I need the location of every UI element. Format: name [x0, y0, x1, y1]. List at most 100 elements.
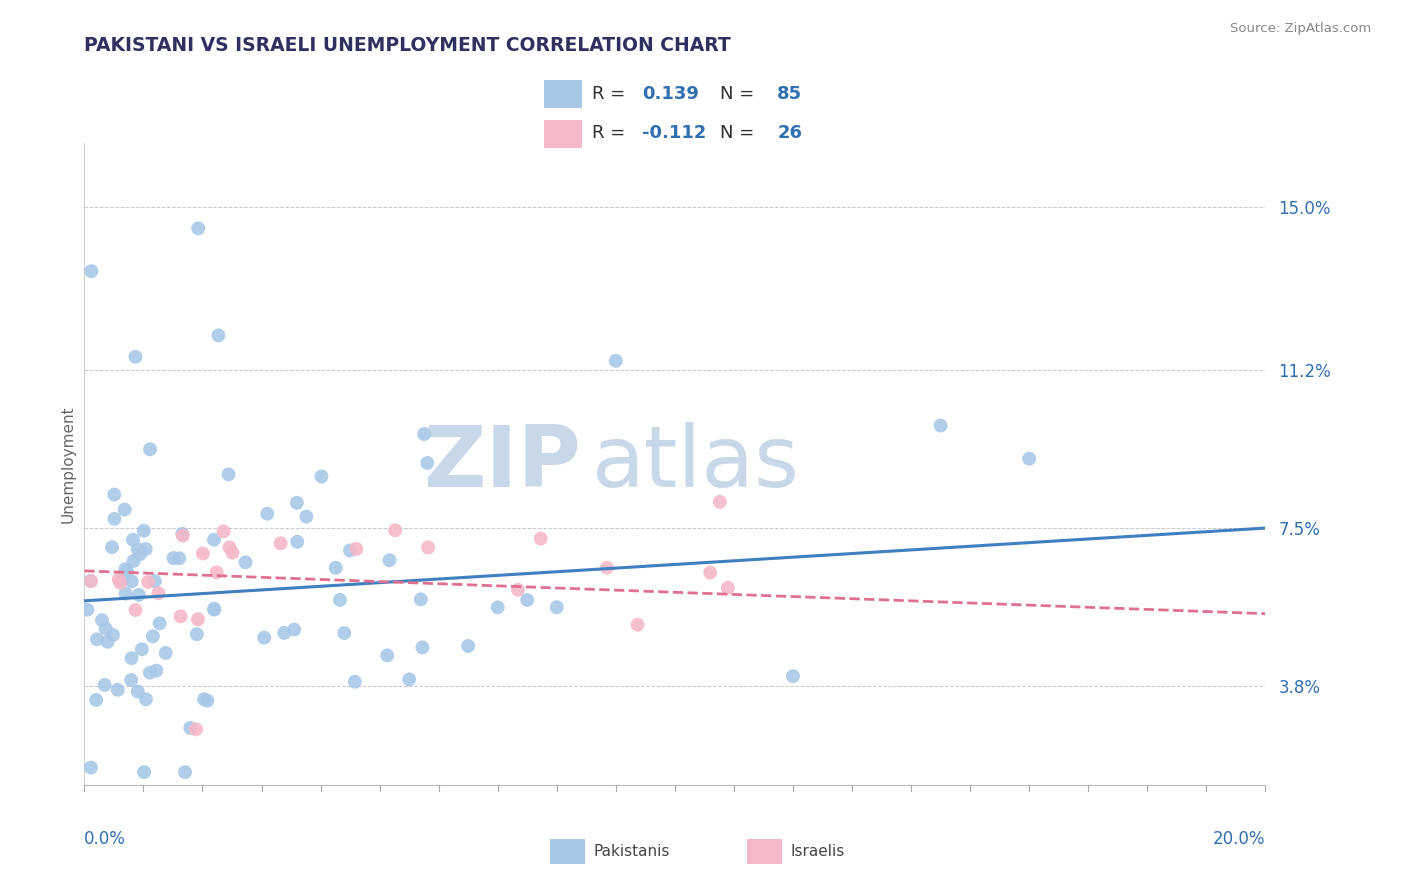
Point — [122, 554, 145, 568]
Text: 20.0%: 20.0% — [1213, 830, 1265, 848]
Text: R =: R = — [592, 124, 631, 142]
Point — [626, 617, 648, 632]
Point — [155, 646, 177, 660]
Point — [91, 613, 114, 627]
Point — [398, 673, 420, 687]
Point — [134, 765, 156, 780]
Point — [187, 221, 209, 235]
Point — [76, 603, 98, 617]
Point — [202, 601, 225, 615]
Point — [107, 682, 129, 697]
Point — [162, 551, 184, 566]
Point — [143, 574, 166, 589]
Text: 26: 26 — [778, 124, 803, 142]
Point — [516, 593, 538, 607]
Point — [486, 600, 509, 615]
Point — [142, 629, 165, 643]
Point — [148, 586, 170, 600]
Point — [530, 532, 553, 546]
Text: PAKISTANI VS ISRAELI UNEMPLOYMENT CORRELATION CHART: PAKISTANI VS ISRAELI UNEMPLOYMENT CORREL… — [84, 36, 731, 54]
Point — [110, 575, 132, 590]
Point — [221, 546, 243, 560]
Point — [409, 592, 432, 607]
Text: -0.112: -0.112 — [643, 124, 707, 142]
Point — [205, 566, 228, 580]
Point — [124, 350, 146, 364]
Text: N =: N = — [720, 124, 759, 142]
Point — [1018, 451, 1040, 466]
Bar — [544, 80, 582, 108]
Text: Source: ZipAtlas.com: Source: ZipAtlas.com — [1230, 22, 1371, 36]
Point — [207, 328, 229, 343]
Point — [136, 574, 159, 589]
Point — [411, 640, 433, 655]
Point — [193, 692, 215, 706]
Point — [127, 542, 149, 557]
Point — [187, 612, 209, 626]
Point — [344, 541, 367, 556]
Point — [121, 651, 143, 665]
Point — [121, 574, 143, 589]
Point — [283, 623, 305, 637]
Point — [169, 609, 191, 624]
Point — [120, 673, 142, 687]
Point — [129, 547, 152, 561]
Bar — [550, 839, 585, 864]
Point — [139, 442, 162, 457]
Point — [80, 264, 103, 278]
Point — [235, 555, 257, 569]
Point — [127, 684, 149, 698]
Point — [107, 572, 129, 586]
Point — [285, 534, 308, 549]
Text: N =: N = — [720, 86, 759, 103]
Text: 0.0%: 0.0% — [84, 830, 127, 848]
Point — [418, 541, 440, 555]
Point — [416, 456, 439, 470]
Point — [114, 562, 136, 576]
Point — [218, 467, 240, 482]
Y-axis label: Unemployment: Unemployment — [60, 405, 76, 523]
Point — [253, 631, 276, 645]
Point — [96, 634, 118, 648]
Point — [172, 528, 194, 542]
Text: 85: 85 — [778, 86, 803, 103]
Point — [717, 581, 740, 595]
Bar — [544, 120, 582, 147]
Point — [782, 669, 804, 683]
Point — [457, 639, 479, 653]
Point — [111, 570, 134, 584]
Point — [172, 526, 194, 541]
Point — [596, 560, 619, 574]
Point — [270, 536, 292, 550]
Text: Israelis: Israelis — [790, 845, 845, 859]
Point — [375, 648, 398, 663]
Point — [546, 600, 568, 615]
Point — [218, 541, 240, 555]
Point — [506, 582, 529, 597]
Text: 0.139: 0.139 — [643, 86, 699, 103]
Point — [709, 495, 731, 509]
Point — [413, 427, 436, 442]
Point — [80, 574, 103, 589]
Text: R =: R = — [592, 86, 631, 103]
Point — [339, 543, 361, 558]
Point — [84, 693, 107, 707]
Point — [103, 487, 125, 501]
Bar — [747, 839, 782, 864]
Point — [295, 509, 318, 524]
Point — [94, 622, 117, 636]
Text: Pakistanis: Pakistanis — [593, 845, 669, 859]
Point — [329, 592, 352, 607]
Point — [378, 553, 401, 567]
Point — [79, 574, 101, 588]
Point — [149, 616, 172, 631]
Point — [139, 665, 162, 680]
Point — [101, 540, 124, 554]
Point — [325, 561, 347, 575]
Point — [179, 721, 201, 735]
Point — [333, 626, 356, 640]
Point — [103, 512, 125, 526]
Point — [132, 524, 155, 538]
Point — [122, 533, 145, 547]
Point — [195, 694, 218, 708]
